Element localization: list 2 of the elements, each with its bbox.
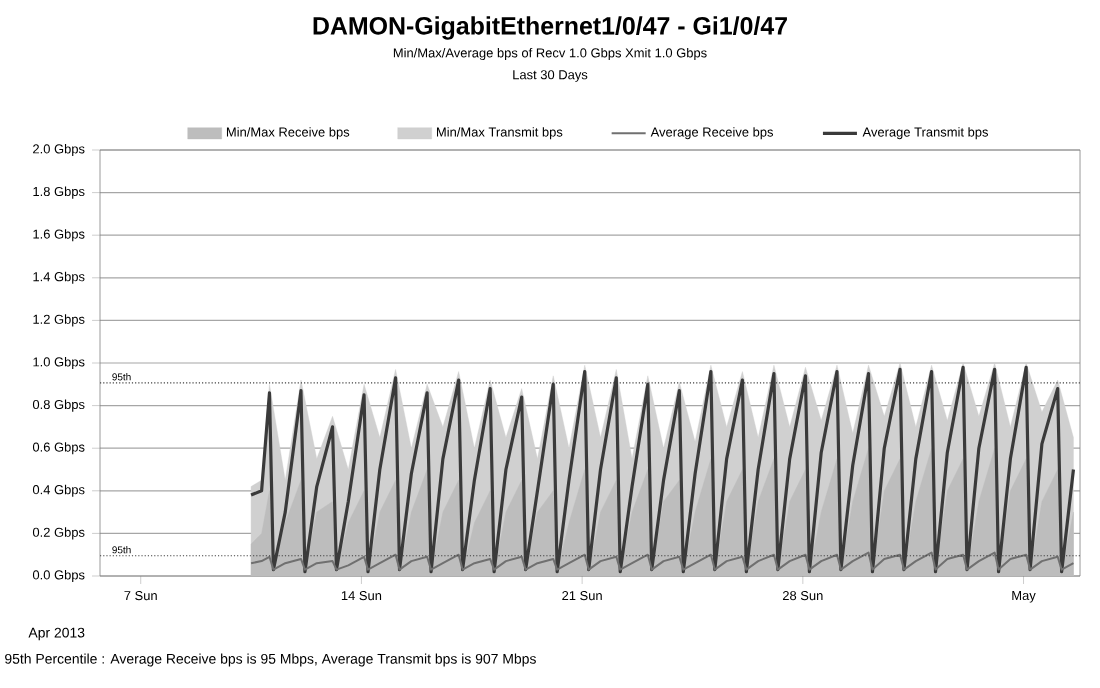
chart-title: DAMON-GigabitEthernet1/0/47 - Gi1/0/47 xyxy=(313,16,787,40)
line-series xyxy=(250,551,1075,571)
